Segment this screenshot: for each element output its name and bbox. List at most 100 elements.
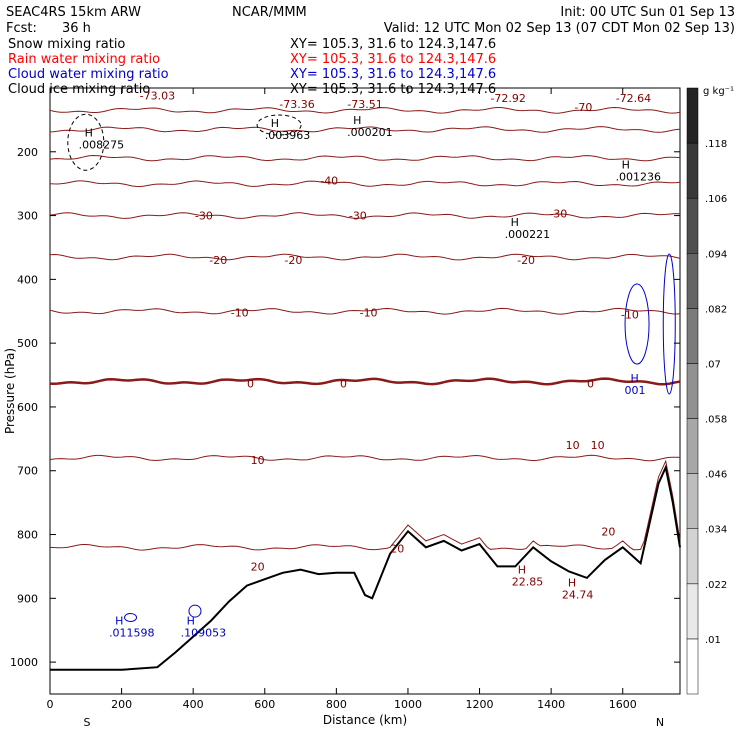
colorbar-tick-label: .094 [705, 249, 727, 260]
axes: 0 200 400 600 800 1000 1200 1400 160020030040050… [10, 88, 680, 711]
snow-contour-west [67, 113, 105, 171]
maximum-marker: H [115, 615, 123, 628]
cloud-water-contour-edge [662, 253, 676, 395]
colorbar: .01 .022 .034 .046 .058 .07 .082 .094 .106 .118 [686, 87, 727, 695]
contour-label: -10 [621, 308, 639, 321]
plot-frame [49, 87, 681, 695]
contour-label: -10 [360, 307, 378, 320]
maximum-value: 24.74 [562, 588, 594, 601]
y-tick-label: 300 [17, 210, 38, 223]
colorbar-segment [686, 583, 699, 640]
cloud-water-contour-sw1 [124, 612, 138, 622]
maximum-value: .000221 [505, 228, 551, 241]
field-name-cloud-ice: Cloud ice mixing ratio [8, 82, 150, 97]
maximum-value: .109053 [181, 627, 227, 640]
x-tick-label: 0 [47, 698, 54, 711]
colorbar-segment [686, 528, 699, 585]
contour-label: -30 [195, 210, 213, 223]
maximum-marker: H [85, 127, 93, 140]
colorbar-tick-label: .118 [705, 139, 727, 150]
contour-label: 10 [566, 439, 580, 452]
contour-label: -40 [320, 174, 338, 187]
terrain-layer [50, 464, 681, 671]
org-title: NCAR/MMM [232, 5, 307, 20]
contour-label: -73.36 [279, 98, 314, 111]
maxima-labels: H.008275H.003963H.000201H.001236H.000221… [79, 114, 661, 640]
snow-contour-mid [256, 114, 302, 136]
cloud-water-contour-sw2 [188, 604, 202, 618]
x-tick-label: 1600 [609, 698, 637, 711]
contour-label: 20 [251, 560, 265, 573]
terrain-line [50, 464, 681, 671]
maximum-value: .001236 [616, 170, 662, 183]
init-time: Init: 00 UTC Sun 01 Sep 13 [560, 5, 735, 20]
maximum-value: .003963 [265, 129, 311, 142]
colorbar-tick-label: .07 [705, 359, 721, 370]
contour-label: 0 [247, 377, 254, 390]
contour-label: -20 [209, 254, 227, 267]
maximum-marker: H [187, 615, 195, 628]
x-tick-label: 600 [254, 698, 275, 711]
colorbar-tick-label: .01 [705, 635, 721, 646]
field-name-rain: Rain water mixing ratio [8, 52, 160, 67]
field-name-cloud-water: Cloud water mixing ratio [8, 67, 169, 82]
contour-label: -30 [349, 210, 367, 223]
field-xy-cloud-water: XY= 105.3, 31.6 to 124.3,147.6 [290, 67, 496, 82]
field-name-snow: Snow mixing ratio [8, 37, 125, 52]
colorbar-tick-label: .082 [705, 304, 727, 315]
contour-label: 0 [587, 377, 594, 390]
colorbar-unit: g kg⁻¹ [703, 86, 734, 97]
colorbar-tick-label: .022 [705, 580, 727, 591]
maximum-value: .000201 [347, 126, 393, 139]
maximum-value: .008275 [79, 139, 125, 152]
y-tick-label: 500 [17, 337, 38, 350]
x-tick-label: 400 [183, 698, 204, 711]
contour-label: -73.03 [140, 90, 175, 103]
maximum-marker: H [511, 216, 519, 229]
y-tick-label: 400 [17, 273, 38, 286]
x-tick-label: 1200 [466, 698, 494, 711]
x-tick-label: 1400 [537, 698, 565, 711]
maximum-marker: H [622, 158, 630, 171]
contour-line-20 [49, 459, 681, 551]
contour-label: 20 [601, 525, 615, 538]
colorbar-tick-label: .046 [705, 470, 727, 481]
contour-label: -20 [517, 254, 535, 267]
y-tick-label: 700 [17, 465, 38, 478]
contour-label: -73.51 [347, 98, 382, 111]
contour-label: -70 [574, 101, 592, 114]
contour-line-m20 [49, 253, 681, 261]
fcst-value: 36 h [62, 21, 91, 36]
y-tick-label: 600 [17, 401, 38, 414]
maximum-value: .011598 [109, 627, 155, 640]
y-tick-label: 800 [17, 529, 38, 542]
x-tick-label: 1000 [394, 698, 422, 711]
valid-time: Valid: 12 UTC Mon 02 Sep 13 (07 CDT Mon … [384, 21, 735, 36]
contour-line-10 [49, 454, 681, 462]
contour-label: -72.92 [490, 92, 525, 105]
contour-label: -10 [231, 307, 249, 320]
maximum-value: 22.85 [512, 576, 544, 589]
maximum-marker: H [271, 117, 279, 130]
field-xy-rain: XY= 105.3, 31.6 to 124.3,147.6 [290, 52, 496, 67]
contour-line-m10 [49, 307, 681, 315]
colorbar-segment [686, 473, 699, 529]
y-axis-title: Pressure (hPa) [3, 348, 17, 434]
contour-label: 20 [390, 543, 404, 556]
maximum-marker: H [353, 114, 361, 127]
colorbar-segment [686, 197, 699, 254]
field-xy-cloud-ice: XY= 105.3, 31.6 to 124.3,147.6 [290, 82, 496, 97]
colorbar-segment [686, 638, 699, 695]
maximum-marker: H [631, 372, 639, 385]
colorbar-tick-label: .058 [705, 415, 727, 426]
contour-label: 0 [340, 377, 347, 390]
contour-line-m30 [49, 212, 681, 219]
contour-line-0 [49, 377, 681, 386]
contour-label: -72.64 [616, 92, 651, 105]
contour-label: 10 [591, 439, 605, 452]
x-tick-label: 800 [326, 698, 347, 711]
cloud-water-contour-north [624, 283, 650, 365]
y-tick-label: 200 [17, 146, 38, 159]
contour-line-m60 [49, 126, 681, 133]
